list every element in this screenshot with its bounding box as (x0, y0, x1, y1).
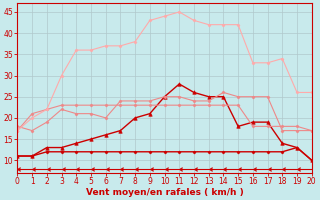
X-axis label: Vent moyen/en rafales ( km/h ): Vent moyen/en rafales ( km/h ) (86, 188, 244, 197)
